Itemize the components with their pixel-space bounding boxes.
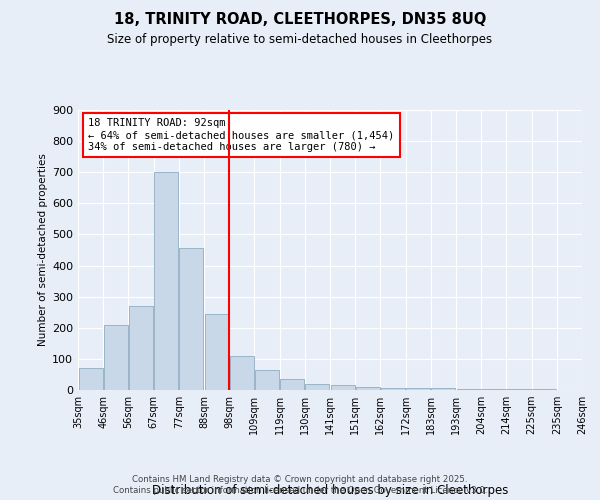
Bar: [154, 172, 178, 390]
Bar: [356, 387, 380, 390]
Bar: [79, 368, 103, 390]
Bar: [381, 388, 405, 390]
Bar: [179, 248, 203, 390]
Text: Contains HM Land Registry data © Crown copyright and database right 2025.: Contains HM Land Registry data © Crown c…: [132, 475, 468, 484]
Text: 18, TRINITY ROAD, CLEETHORPES, DN35 8UQ: 18, TRINITY ROAD, CLEETHORPES, DN35 8UQ: [114, 12, 486, 28]
Text: Size of property relative to semi-detached houses in Cleethorpes: Size of property relative to semi-detach…: [107, 32, 493, 46]
Bar: [457, 389, 481, 390]
Bar: [406, 388, 430, 390]
Bar: [104, 324, 128, 390]
Text: Contains public sector information licensed under the Open Government Licence v3: Contains public sector information licen…: [113, 486, 487, 495]
X-axis label: Distribution of semi-detached houses by size in Cleethorpes: Distribution of semi-detached houses by …: [152, 484, 508, 498]
Bar: [230, 356, 254, 390]
Bar: [255, 370, 279, 390]
Bar: [431, 388, 455, 390]
Bar: [129, 306, 153, 390]
Y-axis label: Number of semi-detached properties: Number of semi-detached properties: [38, 154, 48, 346]
Bar: [331, 386, 355, 390]
Bar: [280, 379, 304, 390]
Bar: [205, 314, 229, 390]
Bar: [305, 384, 329, 390]
Bar: [482, 389, 506, 390]
Text: 18 TRINITY ROAD: 92sqm
← 64% of semi-detached houses are smaller (1,454)
34% of : 18 TRINITY ROAD: 92sqm ← 64% of semi-det…: [88, 118, 394, 152]
